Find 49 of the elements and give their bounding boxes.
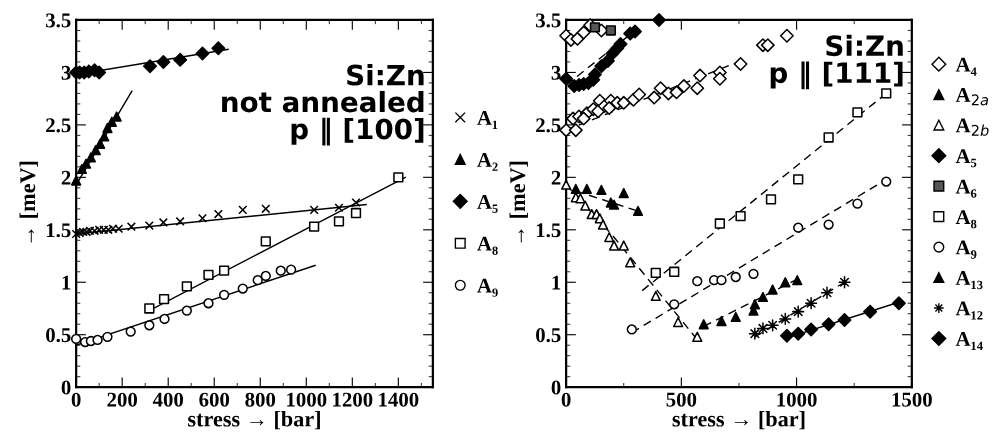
x-axis-title: stress → [bar] [188,410,320,430]
x-tick-label: 400 [152,392,184,407]
x-tick-label: 1200 [333,392,373,407]
legend-label: A₁₃ [955,271,983,290]
legend-label: A₂ [477,152,498,171]
x-tick-label: 0 [71,392,81,407]
legend-label: A₁₄ [955,332,983,350]
annotation: Si:Zn not annealed p ‖ [100] [222,64,424,146]
legend-label: A$_{2a}$ [955,88,989,106]
y-tick-label: 1 [62,275,71,290]
x-tick-label: 800 [245,392,276,407]
y-tick-label: 3 [61,65,71,80]
y-tick-label: 1.5 [46,223,71,238]
y-tick-label: 3.5 [536,13,561,28]
annotation: Si:Zn p ‖ [111] [770,34,903,90]
x-tick-label: 1000 [287,392,327,407]
legend-label: A₁ [477,111,498,129]
x-tick-label: 1500 [892,392,932,407]
x-tick-label: 1400 [379,392,419,407]
x-tick-label: 0 [561,392,571,407]
x-axis-title: stress → [bar] [672,410,805,430]
y-tick-label: 2.5 [536,118,561,133]
legend-label: A₄ [955,57,977,76]
y-tick-label: 2 [551,170,561,185]
x-tick-label: 500 [666,392,697,407]
y-axis-title: → [meV] [19,161,38,243]
y-axis-title: → [meV] [509,161,528,243]
y-tick-label: 3.5 [46,13,71,28]
y-tick-label: 0 [61,380,71,395]
legend-label: A₉ [955,240,977,259]
x-tick-label: 600 [199,392,230,407]
legend-label: A$_{2b}$ [955,118,989,136]
y-tick-label: 2.5 [46,118,71,133]
y-tick-label: 0 [551,380,561,395]
legend-label: A₆ [955,179,977,198]
legend-label: A₅ [477,194,498,213]
y-tick-label: 2 [61,170,71,185]
y-tick-label: 1.5 [536,223,561,238]
y-tick-label: 0.5 [536,328,561,343]
legend-label: A₁₂ [955,301,983,320]
x-tick-label: 200 [107,392,138,407]
legend-label: A₅ [955,149,977,168]
legend-label: A₈ [477,236,498,255]
y-tick-label: 1 [552,275,561,290]
legend-label: A₉ [477,278,498,297]
legend-label: A₈ [955,210,977,229]
y-tick-label: 0.5 [46,328,71,343]
y-tick-label: 3 [551,65,561,80]
x-tick-label: 1000 [777,392,817,407]
